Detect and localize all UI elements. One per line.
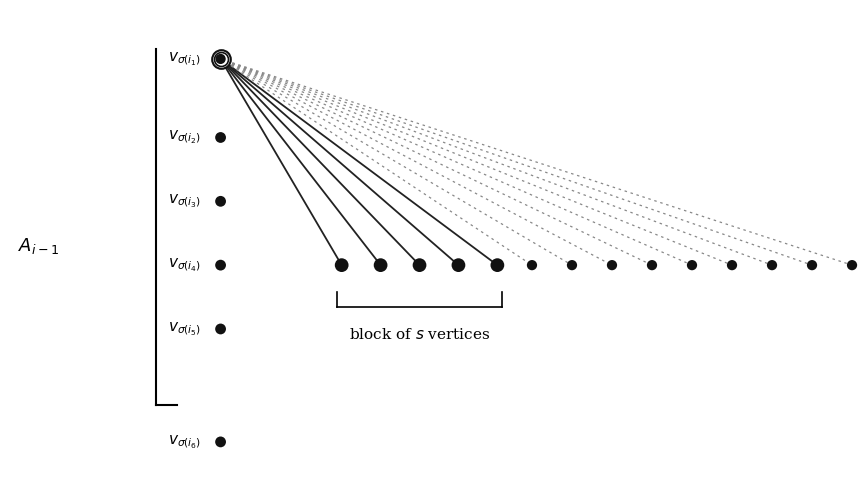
Point <box>525 261 539 269</box>
Point <box>214 55 227 63</box>
Point <box>374 261 388 269</box>
Point <box>845 261 859 269</box>
Point <box>565 261 579 269</box>
Point <box>214 325 227 333</box>
Text: $v_{\sigma(i_4)}$: $v_{\sigma(i_4)}$ <box>169 256 202 274</box>
Point <box>214 261 227 269</box>
Text: $v_{\sigma(i_6)}$: $v_{\sigma(i_6)}$ <box>169 433 202 451</box>
Point <box>490 261 504 269</box>
Text: block of $s$ vertices: block of $s$ vertices <box>349 327 490 342</box>
Text: $v_{\sigma(i_5)}$: $v_{\sigma(i_5)}$ <box>169 320 202 338</box>
Point <box>214 197 227 205</box>
Point <box>413 261 426 269</box>
Point <box>685 261 699 269</box>
Point <box>805 261 819 269</box>
Point <box>452 261 465 269</box>
Text: $v_{\sigma(i_1)}$: $v_{\sigma(i_1)}$ <box>169 50 202 68</box>
Text: $v_{\sigma(i_2)}$: $v_{\sigma(i_2)}$ <box>169 129 202 146</box>
Text: $A_{i-1}$: $A_{i-1}$ <box>18 236 60 255</box>
Point <box>335 261 349 269</box>
Point <box>214 55 227 63</box>
Point <box>214 134 227 141</box>
Point <box>606 261 619 269</box>
Point <box>765 261 778 269</box>
Text: $v_{\sigma(i_3)}$: $v_{\sigma(i_3)}$ <box>169 192 202 210</box>
Point <box>214 55 227 63</box>
Point <box>725 261 739 269</box>
Point <box>214 438 227 446</box>
Point <box>645 261 659 269</box>
